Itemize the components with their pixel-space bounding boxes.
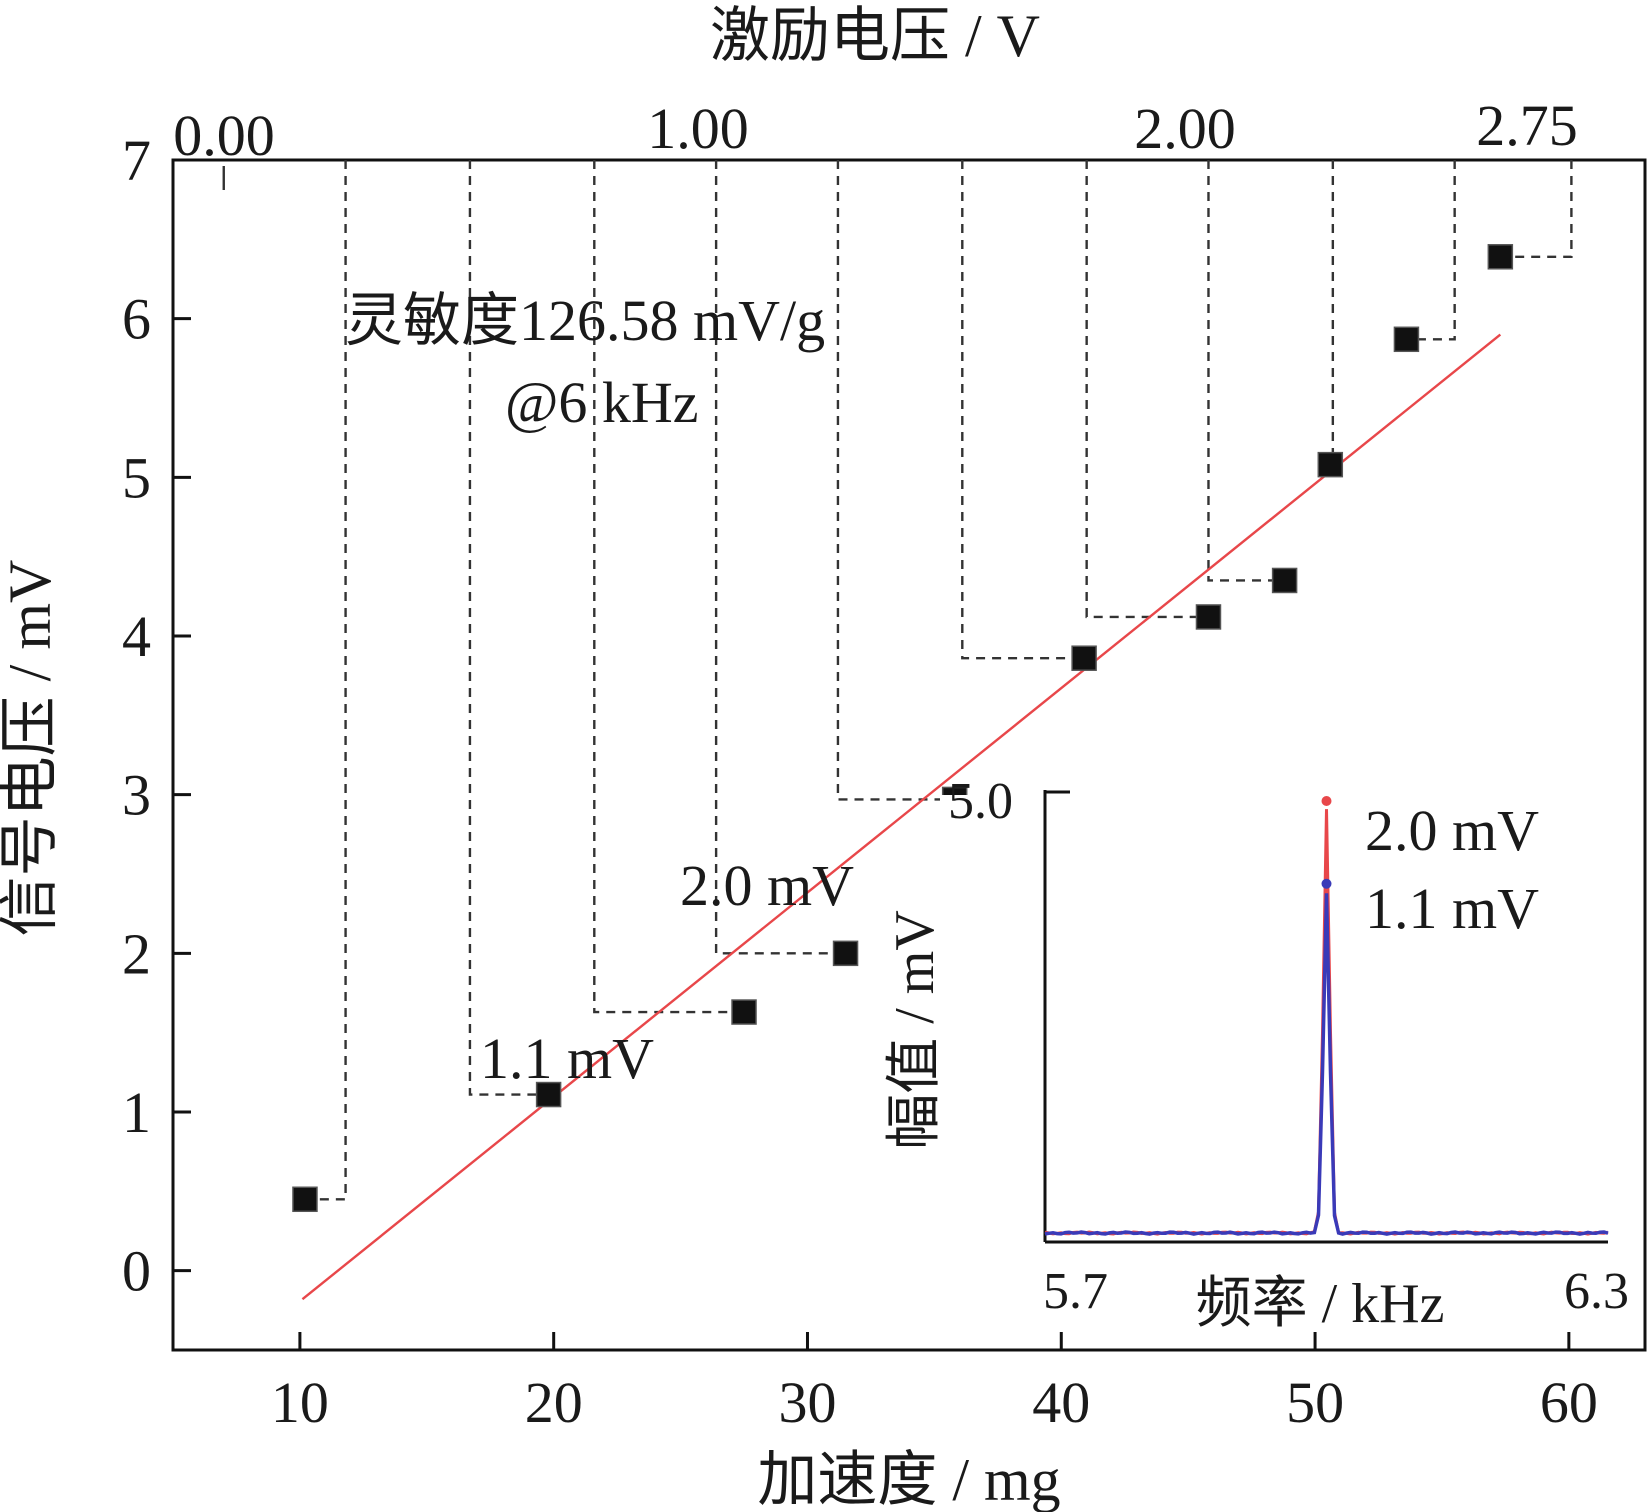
inset-x-tick-label: 6.3 [1564, 1263, 1629, 1320]
step-guide-line [1406, 160, 1456, 341]
data-point [1195, 604, 1222, 630]
x-axis-label: 加速度 / mg [757, 1447, 1060, 1512]
inset-x-tick-label: 5.7 [1043, 1263, 1108, 1320]
top-tick-label: 2.00 [1134, 96, 1236, 161]
y-tick-label: 1 [122, 1080, 151, 1145]
x-tick-label: 20 [525, 1370, 583, 1435]
x-tick-label: 10 [271, 1370, 329, 1435]
inset-x-axis-label: 频率 / kHz [1196, 1273, 1445, 1335]
step-guide-line [1207, 160, 1285, 582]
top-axis-label: 激励电压 / V [710, 3, 1040, 69]
top-tick-label: 2.75 [1476, 93, 1578, 158]
step-guide-line [1085, 160, 1209, 619]
x-tick-label: 50 [1286, 1370, 1344, 1435]
data-points [292, 244, 1514, 1213]
step-guide-line [1500, 160, 1573, 258]
inset-y-axis-label: 幅值 / mV [884, 910, 946, 1150]
x-tick-label: 30 [778, 1370, 836, 1435]
inset-peak-marker [1321, 796, 1332, 806]
data-point [292, 1186, 318, 1213]
top-tick-label: 0.00 [173, 103, 275, 168]
plot-frame [171, 158, 1647, 1352]
top-tick-label: 1.00 [647, 96, 749, 161]
step-guide-line [304, 160, 347, 1201]
step-guide-line [714, 160, 846, 955]
y-axis-label: 信号电压 / mV [0, 560, 63, 937]
step-guide-line [593, 160, 745, 1014]
step-guide-line [961, 160, 1085, 660]
high-level-annotation: 2.0 mV [680, 853, 854, 918]
fit-line-group [301, 333, 1502, 1301]
low-level-annotation: 1.1 mV [480, 1026, 654, 1091]
data-point [832, 940, 859, 967]
step-guide-line [836, 160, 955, 801]
y-tick-label: 3 [122, 763, 151, 828]
data-point [535, 1081, 562, 1108]
data-point [1271, 567, 1298, 594]
fit-line [301, 333, 1502, 1301]
axis-ticks: 10 20 30 40 50 60 0 1 2 3 4 5 6 7 [122, 128, 1598, 1435]
y-tick-label: 7 [122, 128, 151, 193]
y-tick-label: 6 [122, 287, 151, 352]
x-tick-label: 60 [1540, 1370, 1598, 1435]
inset-y-tick-label: 5.0 [948, 773, 1013, 830]
inset-peak-marker [1321, 878, 1332, 889]
data-point [1393, 326, 1420, 353]
y-tick-label: 0 [122, 1239, 151, 1304]
data-point [1317, 451, 1344, 478]
sensitivity-annotation: 灵敏度126.58 mV/g [345, 288, 825, 353]
x-tick-label: 40 [1032, 1370, 1090, 1435]
step-guide-line [468, 160, 549, 1096]
step-guide-line [1330, 160, 1335, 466]
y-tick-label: 2 [122, 921, 151, 986]
inset-spectrum: 5.0 5.7 6.3 频率 / kHz 幅值 / mV 2.0 mV 1.1 … [884, 773, 1640, 1335]
data-point [1071, 645, 1097, 671]
frequency-annotation: @6 kHz [505, 370, 699, 435]
inset-series-line [1044, 893, 1609, 1236]
inset-background [940, 795, 1640, 1315]
y-tick-label: 4 [122, 604, 151, 669]
inset-legend-label: 1.1 mV [1365, 876, 1539, 941]
inset-legend-label: 2.0 mV [1365, 798, 1539, 863]
y-tick-label: 5 [122, 445, 151, 510]
data-point [731, 999, 757, 1025]
data-point [1487, 244, 1514, 270]
